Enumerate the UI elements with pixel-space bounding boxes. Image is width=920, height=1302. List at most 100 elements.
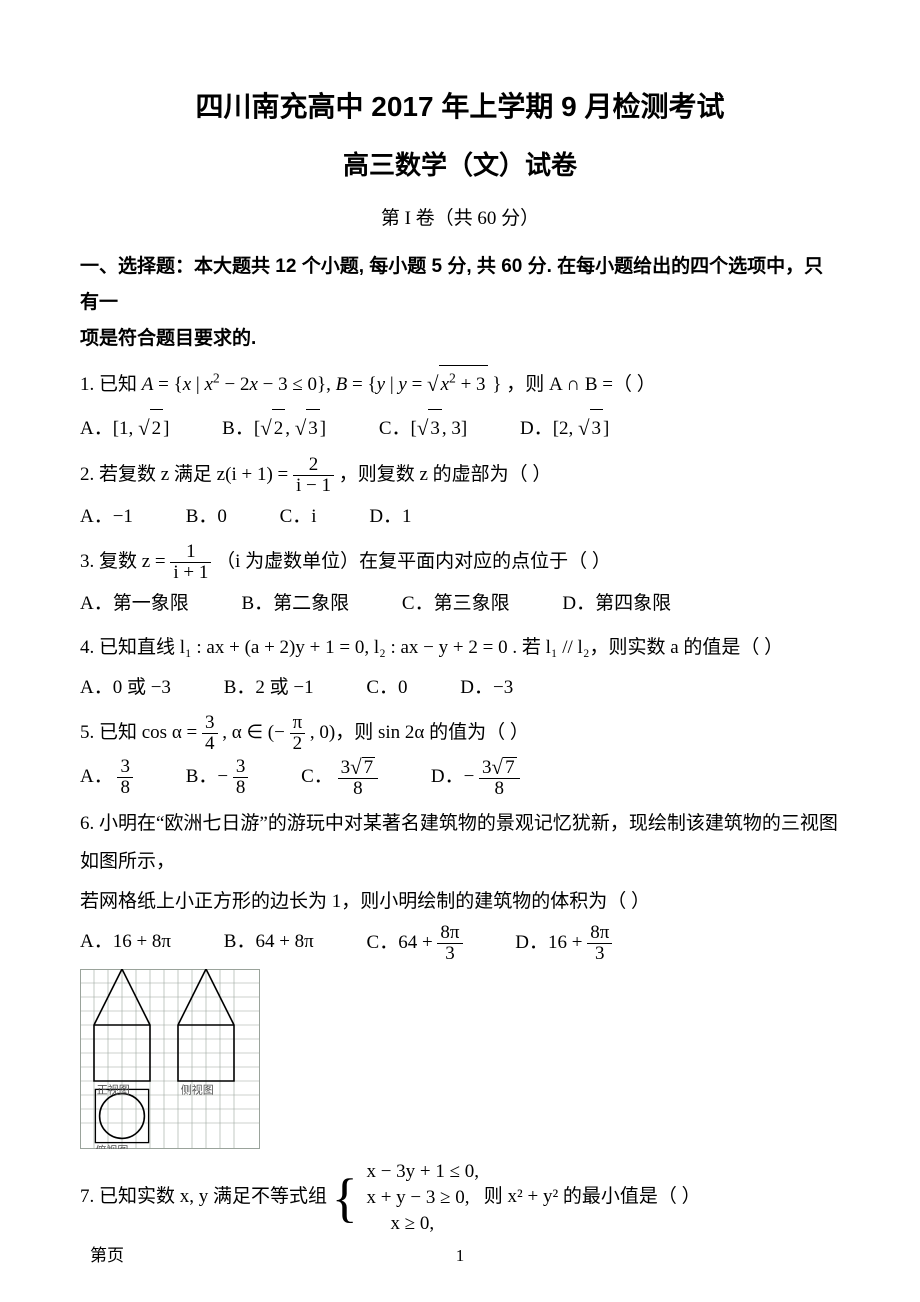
q1-optA-label: A． <box>80 418 113 439</box>
q1-optD: D．[2, √3] <box>520 407 609 449</box>
q5-optD: D．− 3√78 <box>431 756 520 799</box>
q5-oA-num: 3 <box>117 757 133 777</box>
q2-optC: C．i <box>280 498 317 536</box>
q1-optD-label: D． <box>520 418 553 439</box>
question-2: 2. 若复数 z 满足 z(i + 1) = 2 i − 1 ，则复数 z 的虚… <box>80 455 840 496</box>
q5-optA: A． 38 <box>80 757 133 798</box>
q5-optA-label: A． <box>80 765 113 786</box>
q1-prefix: 1. 已知 <box>80 374 142 395</box>
q3-frac-num: 1 <box>170 542 211 562</box>
footer-page-number: 1 <box>456 1240 465 1272</box>
q6-optA: A．16 + 8π <box>80 923 171 961</box>
q5-oB-num: 3 <box>233 757 249 777</box>
q5-optB: B．− 38 <box>186 757 249 798</box>
q4-optC: C．0 <box>366 669 407 707</box>
q7-sys3: x ≥ 0, <box>366 1213 434 1234</box>
question-7: 7. 已知实数 x, y 满足不等式组 { x − 3y + 1 ≤ 0, x … <box>80 1159 840 1236</box>
question-6-line2: 若网格纸上小正方形的边长为 1，则小明绘制的建筑物的体积为（ ） <box>80 883 840 921</box>
q5-f1-num: 3 <box>202 713 218 733</box>
q6-options: A．16 + 8π B．64 + 8π C．64 + 8π3 D．16 + 8π… <box>80 923 840 964</box>
svg-text:俯视图: 俯视图 <box>95 1143 128 1149</box>
question-6-line1: 6. 小明在“欧洲七日游”的游玩中对某著名建筑物的景观记忆犹新，现绘制该建筑物的… <box>80 805 840 881</box>
q3-frac: 1 i + 1 <box>170 542 211 583</box>
q3-stem-a: 3. 复数 z = <box>80 551 170 572</box>
q6-optB: B．64 + 8π <box>224 923 314 961</box>
three-views-svg: 正视图 侧视图俯视图 <box>80 969 260 1149</box>
q5-optB-label: B．− <box>186 765 228 786</box>
page-footer: 第页 1 <box>90 1240 830 1272</box>
q6-optD: D．16 + 8π3 <box>515 923 612 964</box>
q6-oC-num: 8π <box>437 923 462 943</box>
q5-f1-den: 4 <box>202 733 218 754</box>
q2-stem-a: 2. 若复数 z 满足 z(i + 1) = <box>80 464 293 485</box>
q7-stem-a: 7. 已知实数 x, y 满足不等式组 <box>80 1186 332 1207</box>
q5-stem-c: , 0)，则 sin 2α 的值为（ ） <box>310 722 529 743</box>
q1-optC: C．[√3, 3] <box>379 407 467 449</box>
q3-options: A．第一象限 B．第二象限 C．第三象限 D．第四象限 <box>80 585 840 623</box>
q2-optA: A．−1 <box>80 498 133 536</box>
q2-frac-num: 2 <box>293 455 334 475</box>
q1-suffix: ，则 A ∩ B =（ ） <box>506 374 656 395</box>
q4-options: A．0 或 −3 B．2 或 −1 C．0 D．−3 <box>80 669 840 707</box>
section1-line2: 项是符合题目要求的. <box>80 328 256 349</box>
question-1: 1. 已知 A = {x | x2 − 2x − 3 ≤ 0}, B = {y … <box>80 363 840 405</box>
q5-f1: 3 4 <box>202 713 218 754</box>
q1-optB-label: B． <box>222 418 254 439</box>
q4-optD: D．−3 <box>460 669 513 707</box>
q1-optA: A．[1, √2] <box>80 407 169 449</box>
q5-f2-den: 2 <box>290 733 306 754</box>
q6-oC-den: 3 <box>437 943 462 964</box>
q7-system: x − 3y + 1 ≤ 0, x + y − 3 ≥ 0, x ≥ 0, <box>362 1159 479 1236</box>
q5-oC-den: 8 <box>338 778 379 799</box>
question-3: 3. 复数 z = 1 i + 1 （i 为虚数单位）在复平面内对应的点位于（ … <box>80 542 840 583</box>
q6-optC: C．64 + 8π3 <box>367 923 463 964</box>
section1-heading: 一、选择题：本大题共 12 个小题, 每小题 5 分, 共 60 分. 在每小题… <box>80 249 840 357</box>
q5-f2: π 2 <box>290 713 306 754</box>
svg-text:正视图: 正视图 <box>97 1083 130 1097</box>
section1-line1: 一、选择题：本大题共 12 个小题, 每小题 5 分, 共 60 分. 在每小题… <box>80 256 823 313</box>
q7-sys1: x − 3y + 1 ≤ 0, <box>366 1161 479 1182</box>
q5-oB-den: 8 <box>233 777 249 798</box>
q3-optB: B．第二象限 <box>241 585 349 623</box>
footer-left: 第页 <box>90 1246 124 1265</box>
sub-title: 高三数学（文）试卷 <box>80 141 840 190</box>
q2-options: A．−1 B．0 C．i D．1 <box>80 498 840 536</box>
q3-stem-b: （i 为虚数单位）在复平面内对应的点位于（ ） <box>216 551 611 572</box>
question-5: 5. 已知 cos α = 3 4 , α ∈ (− π 2 , 0)，则 si… <box>80 713 840 754</box>
q6-oD-den: 3 <box>587 943 612 964</box>
q2-frac: 2 i − 1 <box>293 455 334 496</box>
three-views-figure: 正视图 侧视图俯视图 <box>80 969 840 1149</box>
q5-optD-label: D．− <box>431 765 474 786</box>
question-4: 4. 已知直线 l₁ : ax + (a + 2)y + 1 = 0, l₂ :… <box>80 629 840 667</box>
q3-optD: D．第四象限 <box>562 585 671 623</box>
main-title: 四川南充高中 2017 年上学期 9 月检测考试 <box>80 80 840 133</box>
q3-optA: A．第一象限 <box>80 585 189 623</box>
q1-optC-label: C． <box>379 418 411 439</box>
q5-oD-num: 3√7 <box>479 756 520 778</box>
q5-optC: C． 3√78 <box>301 756 378 799</box>
q4-optB: B．2 或 −1 <box>224 669 314 707</box>
q6-oD-num: 8π <box>587 923 612 943</box>
q3-optC: C．第三象限 <box>402 585 510 623</box>
q5-optC-label: C． <box>301 765 333 786</box>
q2-stem-b: ，则复数 z 的虚部为（ ） <box>339 464 552 485</box>
q7-sys2: x + y − 3 ≥ 0, <box>366 1187 469 1208</box>
q2-frac-den: i − 1 <box>293 475 334 496</box>
q5-f2-num: π <box>290 713 306 733</box>
q5-oD-den: 8 <box>479 778 520 799</box>
q2-optD: D．1 <box>369 498 411 536</box>
q5-stem-b: , α ∈ (− <box>222 722 285 743</box>
q3-frac-den: i + 1 <box>170 562 211 583</box>
svg-text:侧视图: 侧视图 <box>181 1083 214 1097</box>
q6-optC-label: C．64 + <box>367 931 438 952</box>
q4-optA: A．0 或 −3 <box>80 669 171 707</box>
q1-options: A．[1, √2] B．[√2, √3] C．[√3, 3] D．[2, √3] <box>80 407 840 449</box>
q5-stem-a: 5. 已知 cos α = <box>80 722 202 743</box>
q1-optB: B．[√2, √3] <box>222 407 326 449</box>
q2-optB: B．0 <box>186 498 227 536</box>
q5-oA-den: 8 <box>117 777 133 798</box>
section-title: 第 I 卷（共 60 分） <box>80 201 840 237</box>
q5-oC-num: 3√7 <box>338 756 379 778</box>
q5-options: A． 38 B．− 38 C． 3√78 D．− 3√78 <box>80 756 840 799</box>
q6-optD-label: D．16 + <box>515 931 587 952</box>
